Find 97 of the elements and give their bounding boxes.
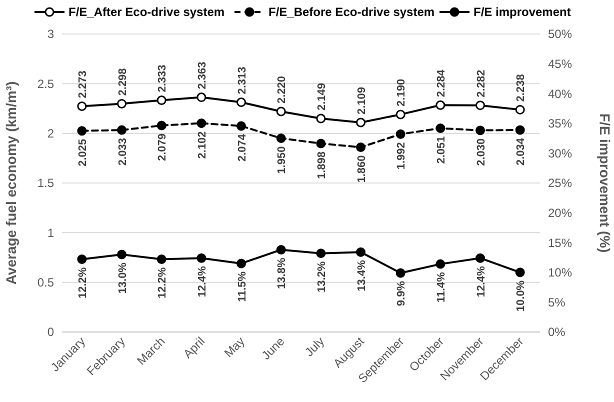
point: [515, 268, 525, 278]
y-axis-title: Average fuel economy (km/m³): [3, 81, 19, 285]
data-label: 1.992: [396, 142, 408, 170]
point: [77, 126, 87, 136]
legend-label: F/E_Before Eco-drive system: [268, 5, 435, 20]
point: [117, 125, 126, 135]
y-tick-label: 1.5: [37, 176, 54, 190]
data-label: 9.9%: [396, 280, 408, 306]
y2-tick-label: 30%: [548, 146, 572, 160]
point: [276, 245, 286, 254]
y2-tick-label: 25%: [548, 176, 572, 190]
data-label: 13.8%: [276, 258, 288, 289]
data-label: 10.0%: [515, 280, 528, 312]
legend-label: F/E improvement: [474, 5, 571, 20]
data-label: 2.025: [76, 138, 89, 166]
y-tick-label: 1: [47, 226, 54, 240]
point: [476, 100, 485, 110]
data-label: 13.4%: [356, 260, 368, 292]
point: [156, 254, 166, 264]
data-label: 2.102: [196, 131, 208, 159]
point: [476, 253, 485, 263]
data-label: 2.333: [156, 64, 169, 92]
legend-label: F/E_After Eco-drive system: [68, 5, 225, 20]
x-tick-label: May: [221, 334, 248, 360]
data-label: 12.4%: [475, 266, 488, 298]
y2-axis-title: F/E improvement (%): [597, 113, 613, 253]
point: [156, 96, 166, 106]
point: [156, 120, 166, 130]
data-label: 2.149: [316, 83, 328, 111]
point: [356, 142, 366, 152]
point: [77, 254, 87, 264]
point: [396, 129, 406, 139]
y2-tick-label: 5%: [548, 295, 566, 310]
point: [436, 124, 446, 134]
data-label: 11.4%: [435, 272, 448, 303]
point: [276, 106, 286, 116]
y-tick-label: 3: [47, 27, 54, 42]
point: [316, 248, 326, 258]
data-label: 2.284: [435, 68, 448, 98]
data-label: 2.034: [515, 137, 528, 166]
point: [476, 126, 485, 136]
y2-tick-label: 40%: [548, 86, 572, 101]
data-label: 2.282: [475, 70, 488, 98]
point: [276, 134, 286, 144]
point: [236, 97, 246, 107]
data-label: 2.190: [396, 78, 408, 106]
point: [396, 110, 406, 120]
data-label: 12.2%: [76, 267, 89, 298]
point: [396, 268, 406, 278]
data-label: 13.0%: [116, 262, 129, 294]
y2-tick-label: 10%: [548, 266, 572, 280]
point: [196, 118, 206, 128]
data-label: 2.220: [276, 76, 288, 104]
data-label: 1.898: [316, 151, 328, 179]
y-tick-label: 2.5: [37, 76, 54, 91]
x-tick-label: July: [302, 334, 328, 360]
y-tick-label: 0.5: [37, 276, 54, 290]
point: [196, 92, 206, 102]
point: [117, 250, 126, 260]
data-label: 1.950: [276, 146, 288, 174]
data-label: 2.298: [116, 68, 129, 96]
y2-tick-label: 0%: [548, 325, 566, 340]
data-label: 2.079: [156, 133, 169, 162]
data-label: 2.313: [236, 66, 248, 94]
point: [515, 104, 525, 114]
y-tick-label: 0: [47, 325, 54, 340]
data-label: 2.033: [116, 138, 129, 166]
point: [236, 121, 246, 131]
point: [77, 101, 87, 111]
point: [356, 118, 366, 128]
point: [356, 247, 366, 257]
point: [436, 259, 446, 269]
y-tick-label: 2: [47, 126, 54, 141]
point: [515, 125, 525, 135]
data-label: 12.4%: [196, 266, 208, 298]
y2-tick-label: 35%: [548, 116, 572, 131]
data-label: 2.363: [196, 62, 208, 90]
point: [236, 258, 246, 268]
data-label: 2.051: [435, 136, 448, 164]
y2-tick-label: 20%: [548, 206, 572, 220]
point: [316, 114, 326, 124]
point: [196, 253, 206, 263]
data-label: 11.5%: [236, 271, 248, 302]
data-label: 2.109: [356, 86, 368, 115]
y2-tick-label: 45%: [548, 57, 572, 71]
y2-tick-label: 50%: [548, 27, 572, 42]
y2-tick-label: 15%: [548, 236, 572, 250]
data-label: 13.2%: [316, 261, 328, 293]
data-label: 1.860: [356, 155, 368, 183]
point: [436, 100, 446, 110]
data-label: 2.273: [76, 70, 89, 98]
data-label: 2.030: [475, 138, 488, 166]
point: [316, 138, 326, 148]
point: [117, 98, 126, 108]
data-label: 2.238: [515, 74, 528, 102]
data-label: 2.074: [236, 133, 248, 162]
data-label: 12.2%: [156, 267, 169, 298]
